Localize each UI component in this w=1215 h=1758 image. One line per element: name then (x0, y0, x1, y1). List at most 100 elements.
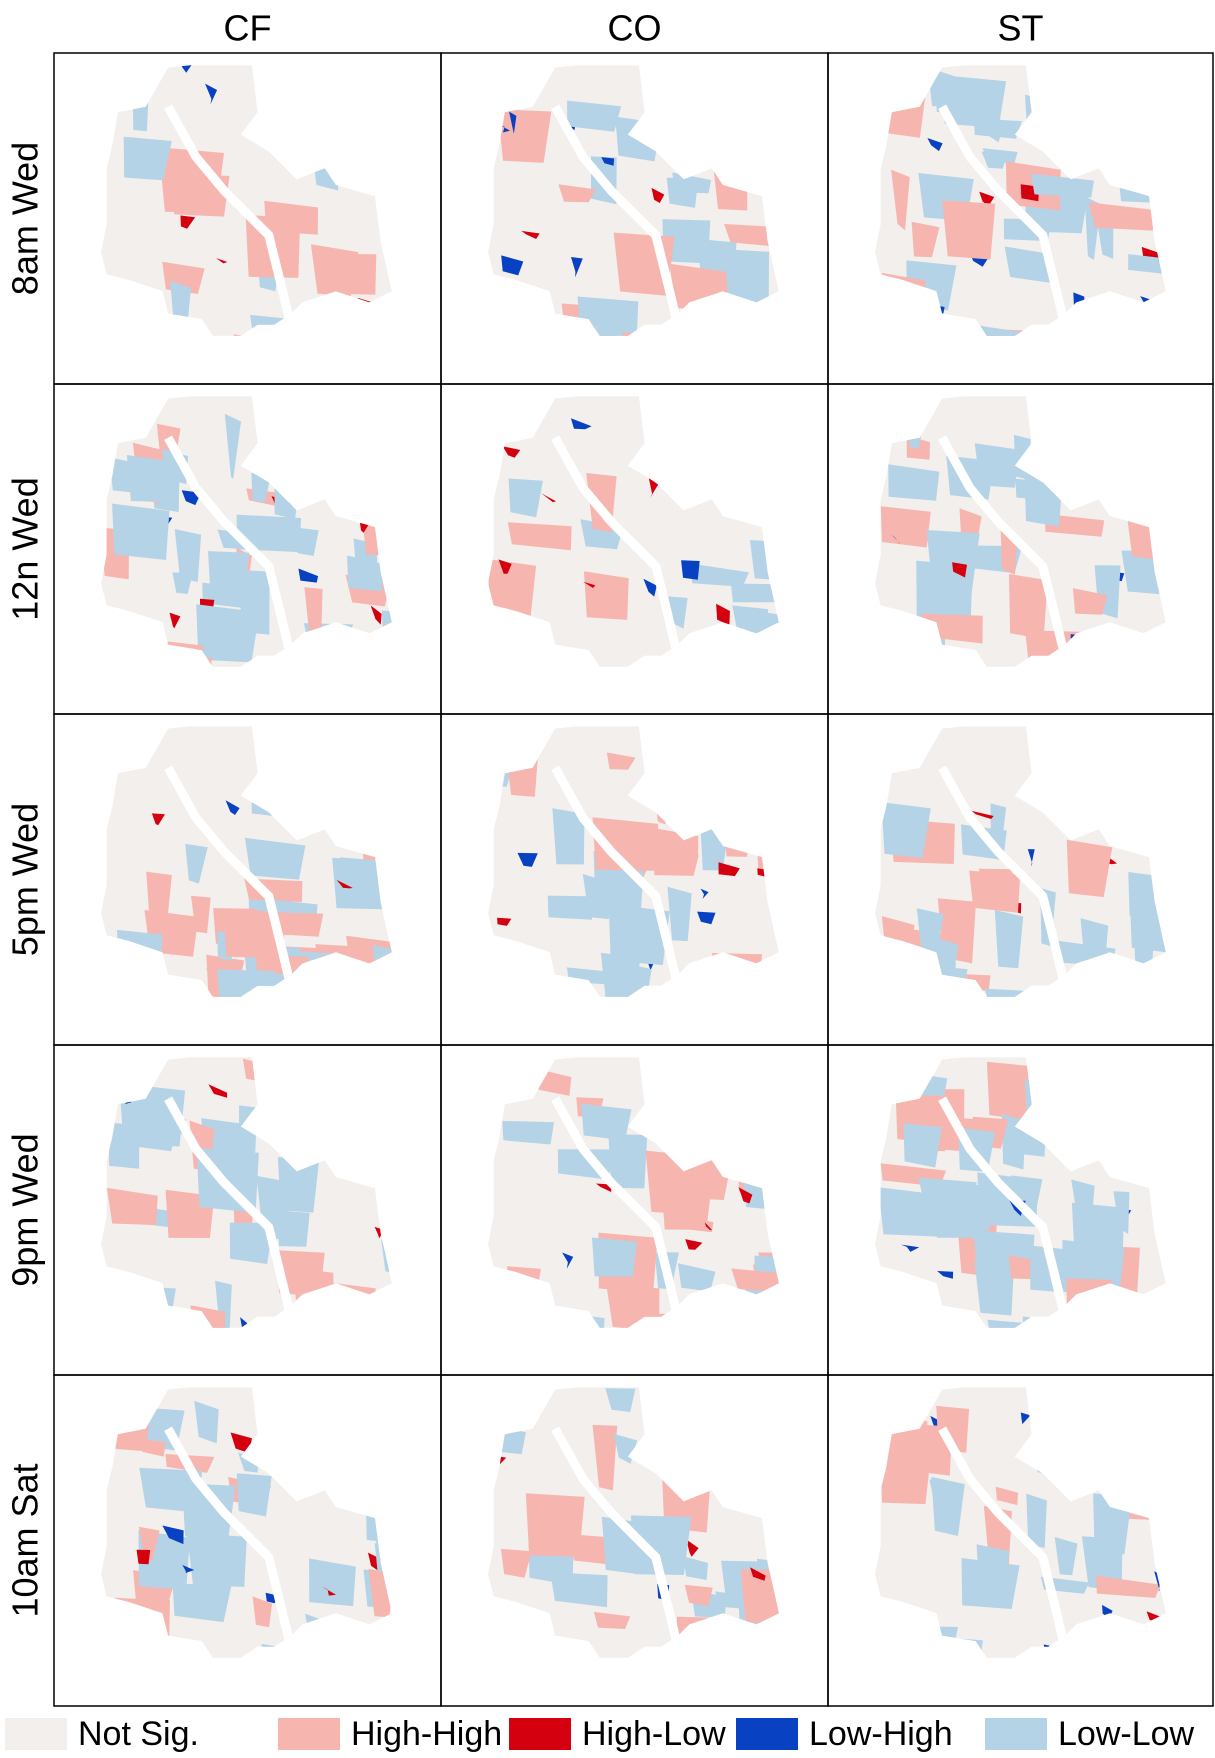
district-patch (760, 803, 784, 867)
district-patch (987, 1320, 1041, 1347)
legend-label: High-High (351, 1715, 502, 1753)
district-patch (315, 944, 380, 968)
district-patch (1112, 419, 1130, 439)
district-map (101, 1387, 432, 1692)
column-header: ST (997, 8, 1043, 49)
district-patch (1055, 426, 1095, 481)
district-patch (362, 1118, 420, 1147)
district-patch (702, 629, 764, 674)
district-patch (301, 319, 337, 370)
legend-swatch (278, 1718, 340, 1750)
district-patch (366, 1496, 426, 1546)
district-patch (1165, 448, 1186, 489)
district-patch (741, 1569, 798, 1626)
district-patch (882, 916, 915, 977)
district-patch (881, 802, 930, 858)
district-map (488, 1057, 806, 1380)
district-patch (374, 1086, 396, 1135)
district-patch (1081, 1085, 1103, 1105)
district-patch (697, 104, 706, 126)
district-patch (623, 332, 661, 375)
district-patch (1052, 415, 1106, 446)
district-patch (391, 1268, 427, 1327)
district-patch (301, 1390, 310, 1403)
district-patch (325, 414, 371, 444)
district-patch (362, 1082, 384, 1103)
row-label: 8am Wed (5, 142, 46, 295)
district-patch (553, 1311, 605, 1366)
district-patch (712, 953, 762, 1003)
district-patch (518, 314, 533, 334)
district-patch (1071, 155, 1092, 173)
district-patch (363, 656, 389, 713)
district-patch (1071, 634, 1092, 655)
district-patch (358, 126, 371, 147)
district-patch (1122, 551, 1185, 596)
district-patch (125, 1086, 134, 1104)
district-patch (372, 1055, 425, 1103)
district-patch (1165, 210, 1187, 250)
legend-swatch (985, 1718, 1047, 1750)
district-map (875, 63, 1201, 392)
legend-label: Low-High (809, 1715, 953, 1753)
district-patch (309, 1419, 375, 1472)
legend-swatch (5, 1718, 67, 1750)
legend-label: Not Sig. (78, 1715, 199, 1753)
district-patch (285, 102, 324, 148)
district-patch (347, 556, 385, 592)
district-patch (1142, 77, 1161, 89)
district-patch (1157, 305, 1201, 329)
district-patch (684, 1627, 719, 1674)
district-patch (143, 1633, 183, 1675)
district-patch (742, 136, 792, 174)
district-patch (906, 260, 956, 310)
district-patch (345, 749, 411, 804)
district-patch (723, 1637, 746, 1694)
district-map (488, 1387, 832, 1694)
district-patch (337, 449, 359, 514)
district-patch (262, 1644, 296, 1693)
district-patch (942, 200, 995, 259)
district-patch (1086, 780, 1094, 794)
district-patch (358, 1073, 418, 1118)
district-patch (687, 302, 696, 314)
district-patch (615, 117, 661, 162)
district-patch (1009, 574, 1048, 639)
district-patch (741, 1164, 800, 1211)
district-patch (561, 1641, 569, 1659)
district-patch (488, 559, 536, 622)
district-patch (979, 329, 1032, 392)
district-patch (770, 901, 783, 914)
district-patch (987, 1062, 1041, 1122)
legend-label: Low-Low (1058, 1715, 1195, 1753)
district-patch (301, 724, 359, 765)
district-patch (375, 1531, 408, 1578)
district-patch (879, 1061, 925, 1092)
district-patch (128, 1286, 176, 1326)
district-patch (137, 1550, 151, 1565)
district-patch (375, 969, 432, 1020)
district-patch (581, 1104, 631, 1141)
district-patch (1079, 964, 1097, 1027)
district-patch (332, 302, 353, 359)
district-patch (360, 805, 408, 868)
district-patch (741, 1647, 784, 1684)
district-map (488, 723, 827, 1018)
district-patch (1121, 1120, 1177, 1154)
district-patch (1098, 1089, 1149, 1105)
district-patch (520, 617, 537, 631)
district-patch (1025, 95, 1052, 129)
district-patch (309, 1559, 356, 1607)
district-patch (305, 661, 363, 686)
district-patch (906, 992, 950, 1025)
district-patch (381, 1218, 427, 1275)
district-patch (1035, 1085, 1090, 1136)
district-patch (1080, 1642, 1089, 1650)
district-patch (1024, 463, 1063, 527)
district-patch (769, 498, 812, 519)
district-patch (336, 1103, 358, 1153)
district-patch (654, 415, 680, 453)
district-patch (995, 910, 1023, 968)
district-patch (332, 1088, 343, 1109)
district-map (875, 726, 1203, 1052)
